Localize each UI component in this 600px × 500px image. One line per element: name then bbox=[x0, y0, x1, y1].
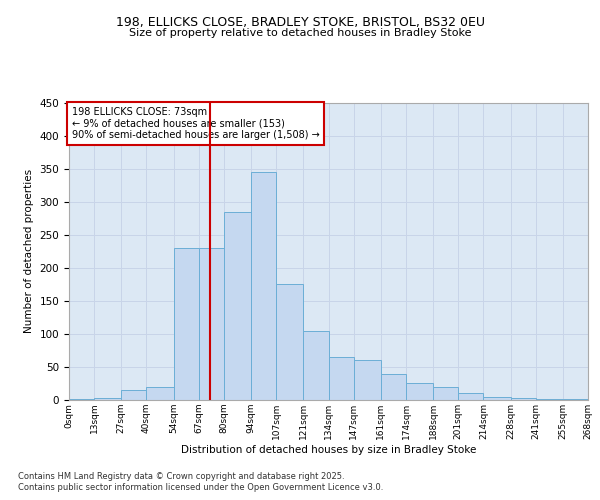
Bar bbox=[199, 248, 224, 400]
Text: 198 ELLICKS CLOSE: 73sqm
← 9% of detached houses are smaller (153)
90% of semi-d: 198 ELLICKS CLOSE: 73sqm ← 9% of detache… bbox=[71, 107, 319, 140]
Bar bbox=[406, 384, 433, 400]
Bar bbox=[224, 212, 251, 400]
Bar bbox=[329, 357, 353, 400]
Bar bbox=[511, 398, 536, 400]
Bar bbox=[251, 172, 276, 400]
X-axis label: Distribution of detached houses by size in Bradley Stoke: Distribution of detached houses by size … bbox=[181, 444, 476, 454]
Bar bbox=[433, 387, 458, 400]
Bar bbox=[94, 398, 121, 400]
Text: Contains HM Land Registry data © Crown copyright and database right 2025.: Contains HM Land Registry data © Crown c… bbox=[18, 472, 344, 481]
Bar bbox=[458, 394, 484, 400]
Y-axis label: Number of detached properties: Number of detached properties bbox=[24, 169, 34, 334]
Text: Size of property relative to detached houses in Bradley Stoke: Size of property relative to detached ho… bbox=[129, 28, 471, 38]
Bar bbox=[173, 248, 199, 400]
Bar bbox=[484, 396, 511, 400]
Text: Contains public sector information licensed under the Open Government Licence v3: Contains public sector information licen… bbox=[18, 484, 383, 492]
Text: 198, ELLICKS CLOSE, BRADLEY STOKE, BRISTOL, BS32 0EU: 198, ELLICKS CLOSE, BRADLEY STOKE, BRIST… bbox=[115, 16, 485, 29]
Bar bbox=[121, 390, 146, 400]
Bar bbox=[381, 374, 406, 400]
Bar bbox=[353, 360, 381, 400]
Bar bbox=[146, 387, 173, 400]
Bar bbox=[304, 330, 329, 400]
Bar bbox=[276, 284, 304, 400]
Bar bbox=[536, 398, 563, 400]
